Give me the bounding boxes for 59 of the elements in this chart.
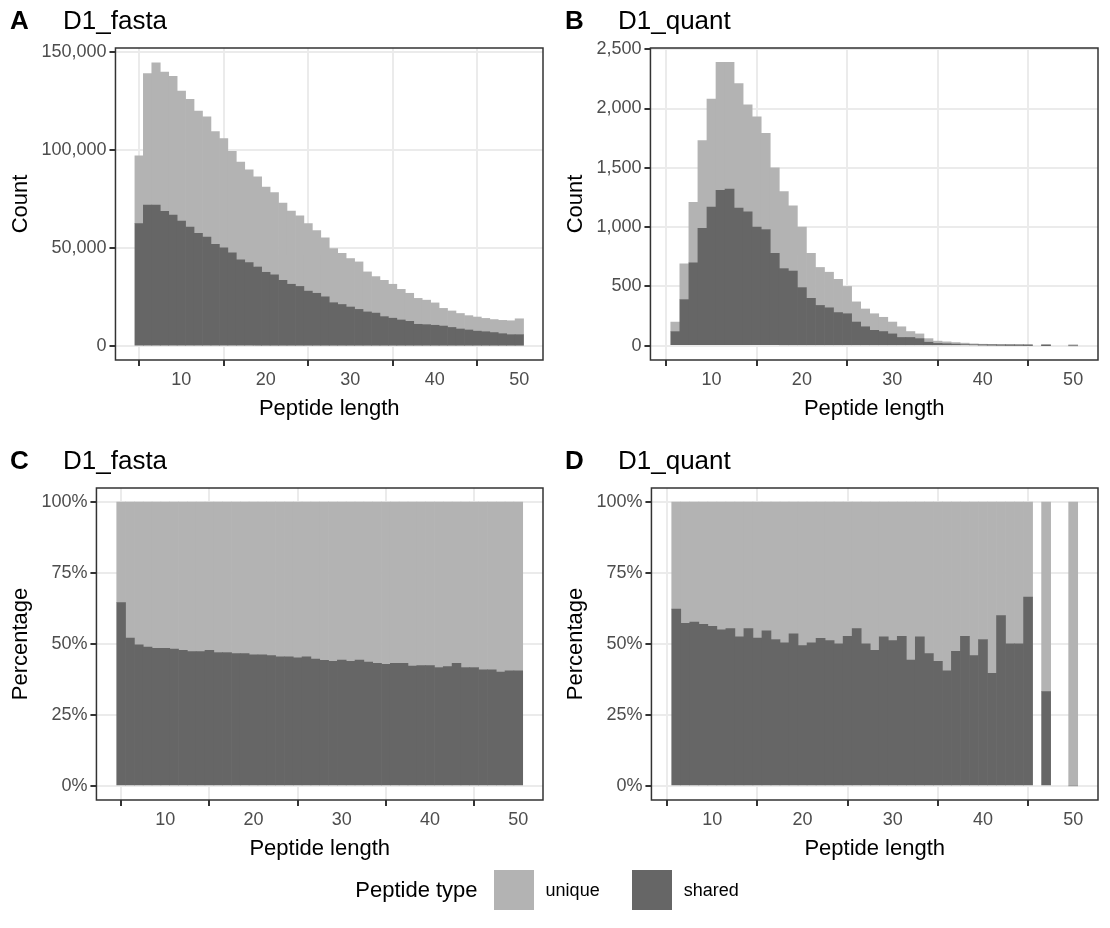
y-axis-title: Count: [7, 174, 33, 234]
x-tick-label: 20: [791, 368, 812, 389]
y-tick-label: 50%: [606, 632, 643, 653]
x-tick-label: 20: [243, 808, 264, 829]
y-tick-label: 75%: [606, 562, 643, 583]
x-tick-label: 50: [509, 368, 530, 389]
y-tick-label: 0%: [61, 774, 88, 795]
x-tick-label: 30: [340, 368, 361, 389]
x-axis-title: Peptide length: [258, 394, 400, 420]
x-tick-label: 50: [1063, 808, 1084, 829]
y-tick-label: 2,000: [596, 97, 642, 118]
legend-label: shared: [683, 879, 739, 901]
x-axis-title: Peptide length: [249, 834, 391, 860]
y-tick-label: 25%: [51, 703, 88, 724]
x-tick-label: 40: [420, 808, 441, 829]
x-tick-label: 50: [1063, 368, 1084, 389]
chart-title: D1_quant: [618, 445, 732, 476]
y-tick-label: 100%: [41, 491, 88, 512]
x-tick-label: 30: [331, 808, 352, 829]
y-tick-label: 50%: [51, 632, 88, 653]
x-tick-label: 20: [792, 808, 813, 829]
y-tick-label: 1,500: [596, 156, 642, 177]
x-tick-label: 30: [882, 368, 903, 389]
y-axis-title: Count: [562, 174, 588, 234]
x-tick-label: 10: [701, 368, 722, 389]
legend-title: Peptide type: [355, 877, 478, 903]
x-tick-label: 50: [508, 808, 529, 829]
text: B: [565, 5, 584, 36]
chart-title: D1_quant: [618, 5, 732, 36]
x-tick-label: 40: [972, 808, 993, 829]
x-tick-label: 10: [702, 808, 723, 829]
chart-title: D1_fasta: [63, 5, 168, 36]
text: D: [565, 445, 584, 476]
y-tick-label: 0%: [616, 774, 643, 795]
y-tick-label: 100%: [596, 491, 643, 512]
y-tick-label: 25%: [606, 703, 643, 724]
y-tick-label: 0: [631, 334, 642, 355]
x-tick-label: 10: [155, 808, 176, 829]
y-tick-label: 500: [611, 275, 642, 296]
y-axis-title: Percentage: [7, 587, 33, 701]
y-tick-label: 150,000: [41, 40, 107, 61]
x-tick-label: 30: [882, 808, 903, 829]
y-tick-label: 0: [96, 335, 107, 356]
chart-title: D1_fasta: [63, 445, 168, 476]
y-tick-label: 100,000: [41, 139, 107, 160]
x-tick-label: 40: [424, 368, 445, 389]
text: C: [10, 445, 29, 476]
x-axis-title: Peptide length: [804, 834, 946, 860]
text: A: [10, 5, 29, 36]
y-tick-label: 1,000: [596, 216, 642, 237]
x-tick-label: 40: [972, 368, 993, 389]
y-tick-label: 2,500: [596, 38, 642, 59]
y-axis-title: Percentage: [562, 587, 588, 701]
x-tick-label: 20: [255, 368, 276, 389]
y-tick-label: 50,000: [51, 237, 107, 258]
x-axis-title: Peptide length: [803, 394, 945, 420]
legend-label: unique: [545, 879, 600, 901]
y-tick-label: 75%: [51, 562, 88, 583]
x-tick-label: 10: [171, 368, 192, 389]
